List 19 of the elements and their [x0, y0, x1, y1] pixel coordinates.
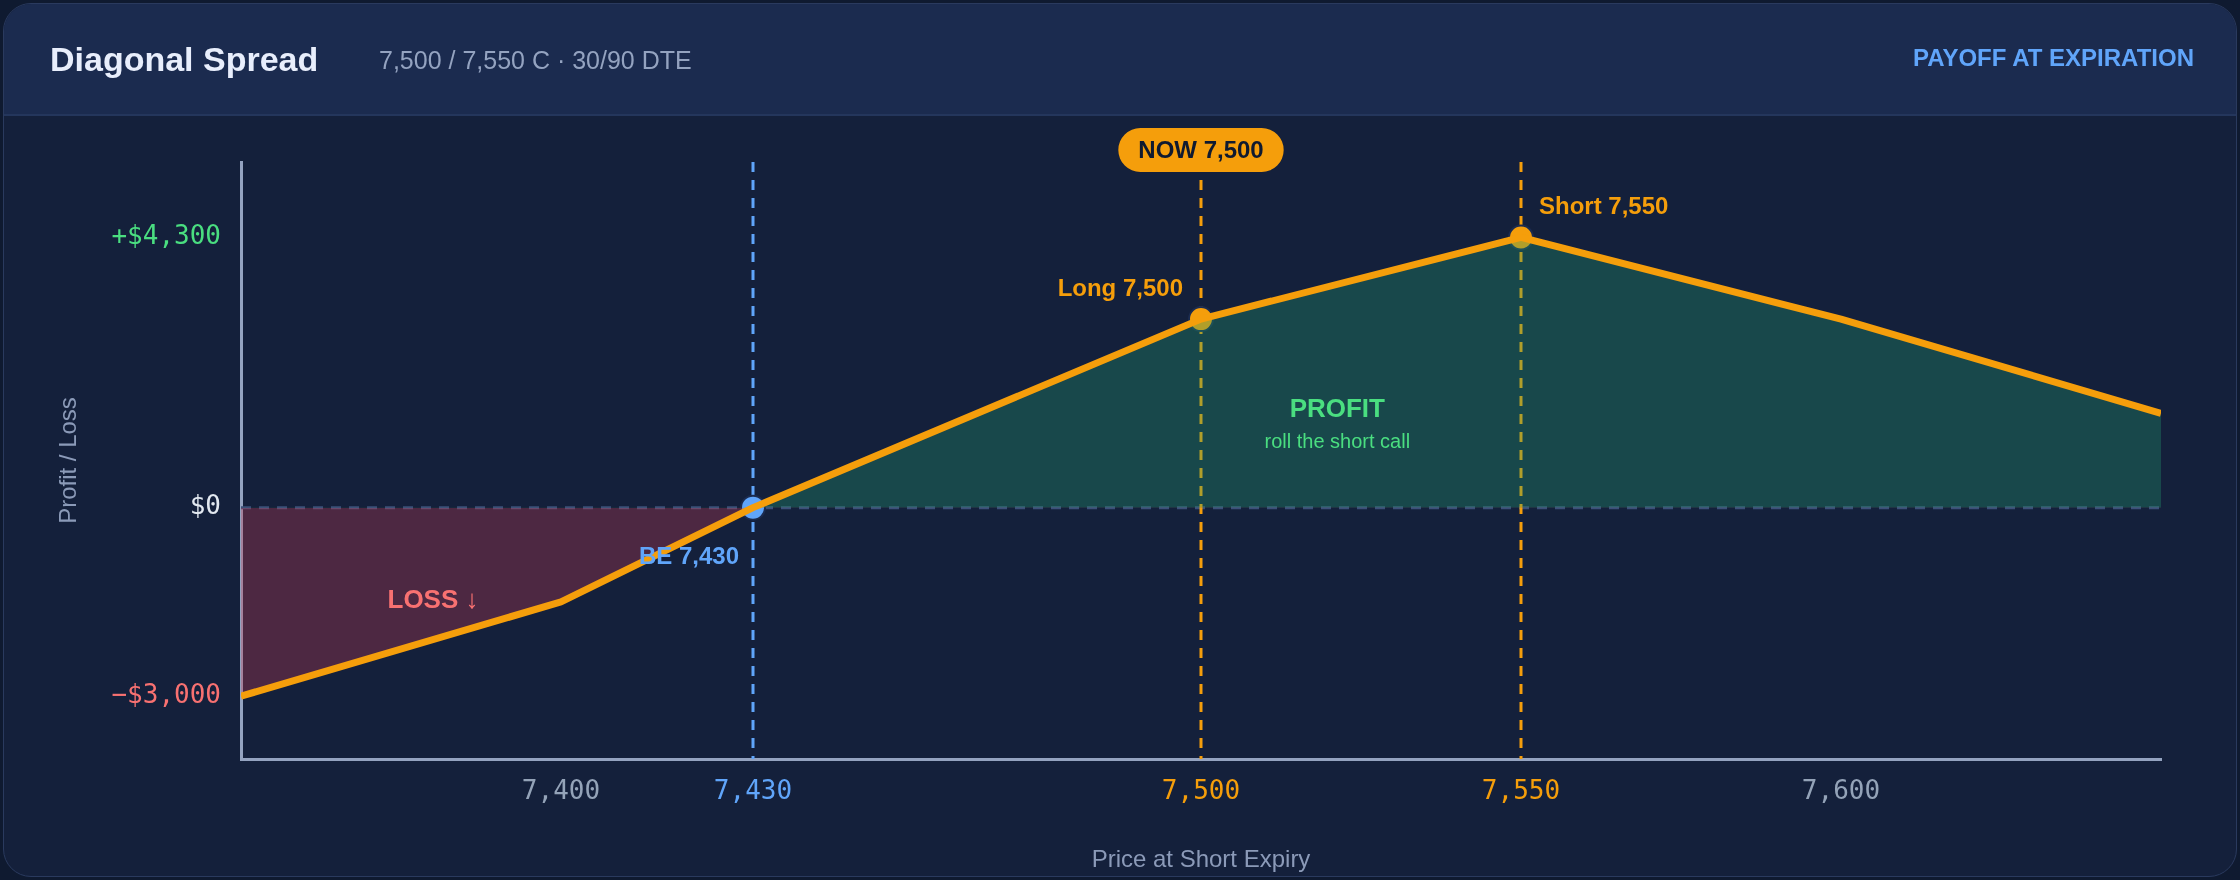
annotation: Long 7,500	[1057, 273, 1183, 301]
x-axis-title: Price at Short Expiry	[1091, 845, 1311, 873]
annotation: Short 7,550	[1539, 192, 1669, 220]
ref-line-label: NOW 7,500	[1138, 135, 1264, 163]
x-tick-label: 7,550	[1481, 775, 1561, 806]
annotation: roll the short call	[1264, 430, 1411, 453]
y-tick-label: $0	[189, 490, 221, 521]
x-tick-label: 7,600	[1801, 775, 1881, 806]
y-axis-title: Profit / Loss	[54, 397, 82, 524]
text: PAYOFF AT EXPIRATION	[1913, 44, 2194, 72]
x-tick-label: 7,430	[713, 775, 793, 806]
x-tick-label: 7,500	[1161, 775, 1241, 806]
chart-subtitle: 7,500 / 7,550 C · 30/90 DTE	[379, 46, 692, 75]
y-tick-label: −$3,000	[111, 678, 221, 709]
y-tick-label: +$4,300	[111, 220, 221, 251]
x-tick-label: 7,400	[521, 775, 601, 806]
annotation: PROFIT	[1289, 392, 1386, 423]
annotation: LOSS ↓	[387, 583, 479, 614]
chart-title: Diagonal Spread	[50, 40, 319, 79]
